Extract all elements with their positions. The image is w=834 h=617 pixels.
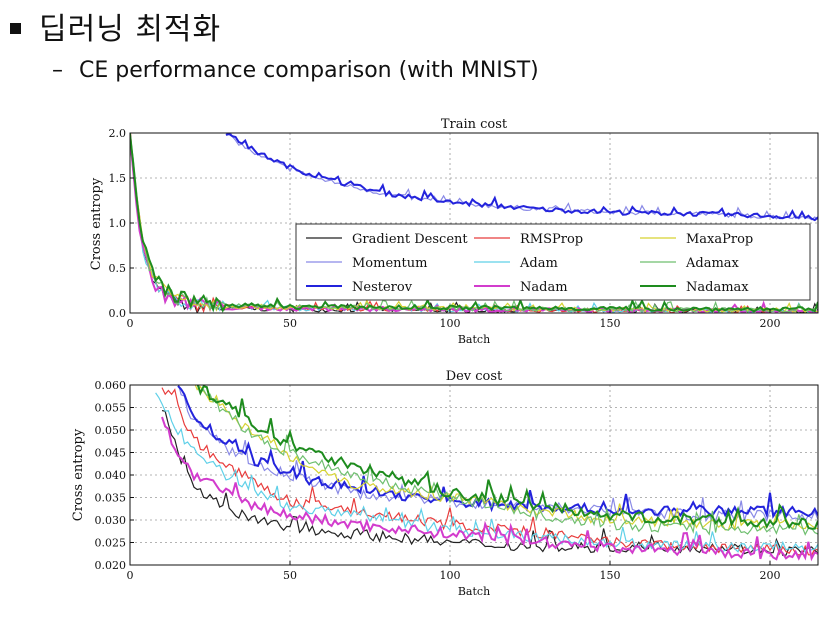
x-tick-label: 200	[760, 569, 781, 582]
legend-label: RMSProp	[520, 232, 583, 247]
y-tick-label: 0.060	[95, 379, 127, 392]
bullet-square-icon	[10, 22, 21, 34]
y-tick-label: 0.0	[109, 307, 127, 320]
legend-box	[295, 223, 811, 301]
slide-title: 딥러닝 최적화	[39, 12, 222, 47]
slide-subtitle-row: – CE performance comparison (with MNIST)	[52, 58, 539, 83]
series-line-nesterov	[225, 133, 818, 222]
y-tick-label: 0.035	[95, 492, 127, 505]
y-axis-label: Cross entropy	[89, 177, 104, 270]
y-tick-label: 0.055	[95, 402, 127, 415]
slide-title-row: 딥러닝 최적화	[10, 4, 221, 48]
chart-title: Train cost	[441, 117, 508, 132]
y-axis-label: Cross entropy	[71, 428, 86, 521]
series-line-nadamax	[130, 133, 818, 313]
x-tick-label: 0	[127, 317, 134, 330]
legend-label: MaxaProp	[686, 232, 753, 247]
x-tick-label: 50	[283, 569, 297, 582]
x-tick-label: 100	[440, 317, 461, 330]
legend-label: Nesterov	[352, 280, 413, 295]
y-tick-label: 0.050	[95, 424, 127, 437]
y-tick-label: 1.5	[109, 172, 127, 185]
legend-label: Nadamax	[686, 280, 749, 295]
x-tick-label: 0	[127, 569, 134, 582]
series-line-nadam	[161, 416, 818, 562]
legend-label: Adam	[519, 256, 558, 271]
x-tick-label: 50	[283, 317, 297, 330]
chart-title: Dev cost	[446, 369, 503, 384]
x-tick-label: 100	[440, 569, 461, 582]
y-tick-label: 1.0	[109, 217, 127, 230]
legend-label: Adamax	[685, 256, 740, 271]
y-tick-label: 0.030	[95, 514, 127, 527]
legend-label: Gradient Descent	[352, 232, 468, 247]
slide-subtitle: CE performance comparison (with MNIST)	[79, 58, 539, 83]
x-tick-label: 150	[600, 317, 621, 330]
y-tick-label: 0.025	[95, 537, 127, 550]
y-tick-label: 0.045	[95, 447, 127, 460]
y-tick-label: 0.020	[95, 559, 127, 572]
series-line-rmsprop	[161, 387, 818, 556]
x-tick-label: 150	[600, 569, 621, 582]
dash-icon: –	[52, 58, 63, 83]
legend-label: Nadam	[520, 280, 568, 295]
y-tick-label: 0.040	[95, 469, 127, 482]
legend: Gradient Descent Momentum Nesterov RMSProp A…	[295, 223, 811, 301]
legend-label: Momentum	[352, 256, 427, 271]
x-axis-label: Batch	[458, 585, 490, 598]
x-axis-label: Batch	[458, 333, 490, 346]
plot-area	[130, 133, 818, 313]
series-line-adam	[155, 392, 818, 554]
series-line-momentum	[177, 385, 818, 523]
plot-area	[155, 385, 818, 562]
chart-dev-cost: 0 50 100 150 200 0.020 0.025 0.030 0.035 0.040 0.0…	[71, 369, 819, 598]
y-tick-label: 0.5	[109, 262, 127, 275]
x-tick-label: 200	[760, 317, 781, 330]
chart-train-cost: 0 50 100 150 200 0.0 0.5 1.0 1.5 2.0 Train cost Bat…	[89, 117, 819, 346]
series-line-momentum	[225, 133, 818, 221]
series-line-nadamax	[196, 385, 818, 530]
y-tick-label: 2.0	[109, 127, 127, 140]
